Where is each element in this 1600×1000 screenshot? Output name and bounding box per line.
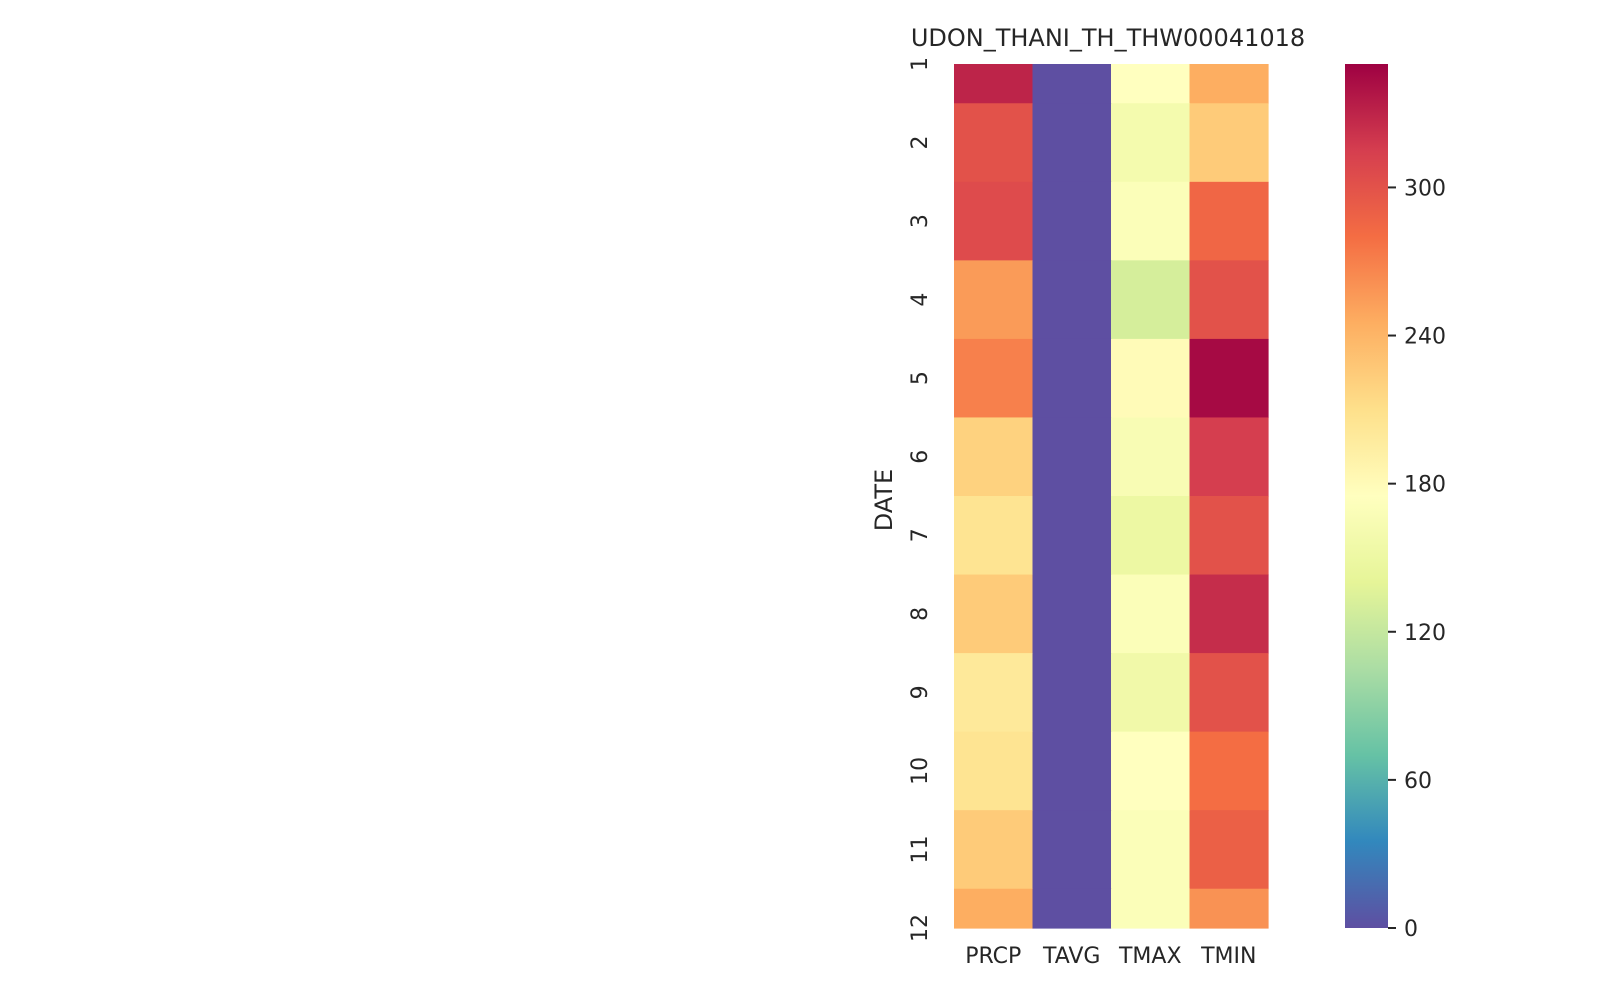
heatmap-cells <box>954 64 1269 929</box>
heatmap-cell <box>954 574 1034 654</box>
heatmap-cell <box>954 417 1034 497</box>
heatmap-cell <box>1032 103 1112 183</box>
heatmap-cell <box>1111 496 1191 576</box>
heatmap-cell <box>1189 181 1269 261</box>
row-tick-label: 4 <box>908 293 933 307</box>
row-tick-label: 11 <box>908 835 933 863</box>
column-tick-labels: PRCP TAVG TMAX TMIN <box>965 944 1256 969</box>
heatmap-cell <box>1189 417 1269 497</box>
heatmap-cell <box>1111 653 1191 733</box>
heatmap-cell <box>1032 496 1112 576</box>
column-tick-label: TMIN <box>1200 944 1256 969</box>
heatmap-cell <box>1111 338 1191 419</box>
heatmap-cell <box>1032 417 1112 497</box>
heatmap-cell <box>1032 574 1112 654</box>
row-tick-label: 5 <box>908 371 933 385</box>
heatmap-cell <box>1189 653 1269 733</box>
heatmap-cell <box>1189 103 1269 183</box>
heatmap-cell <box>1111 731 1191 811</box>
heatmap-cell <box>1111 574 1191 654</box>
row-tick-label: 3 <box>908 214 933 228</box>
row-tick-label: 6 <box>908 450 933 464</box>
heatmap-cell <box>1111 260 1191 340</box>
colorbar-ticks: 0 60 120 180 240 300 <box>1388 176 1446 942</box>
heatmap-cell <box>954 810 1034 890</box>
heatmap-cell <box>954 64 1034 104</box>
chart-title: UDON_THANI_TH_THW00041018 <box>911 24 1305 52</box>
heatmap-cell <box>954 181 1034 261</box>
heatmap-cell <box>1032 181 1112 261</box>
heatmap-cell <box>1111 181 1191 261</box>
heatmap-cell <box>1111 888 1191 929</box>
heatmap-cell <box>1111 810 1191 890</box>
heatmap-cell <box>1032 260 1112 340</box>
heatmap-cell <box>1032 888 1112 929</box>
heatmap-cell <box>954 653 1034 733</box>
heatmap-cell <box>954 731 1034 811</box>
heatmap-cell <box>1189 574 1269 654</box>
colorbar <box>1345 64 1388 928</box>
heatmap-cell <box>1032 64 1112 104</box>
heatmap-cell <box>1111 417 1191 497</box>
heatmap-cell <box>1189 496 1269 576</box>
colorbar-tick-label: 180 <box>1404 473 1446 498</box>
heatmap-cell <box>1032 810 1112 890</box>
row-tick-label: 8 <box>908 607 933 621</box>
colorbar-tick-label: 60 <box>1404 769 1432 794</box>
heatmap-cell <box>1189 64 1269 104</box>
column-tick-label: PRCP <box>965 944 1021 969</box>
column-tick-label: TMAX <box>1118 944 1182 969</box>
colorbar-tick-label: 0 <box>1404 917 1418 942</box>
row-tick-label: 9 <box>908 685 933 699</box>
heatmap-cell <box>954 103 1034 183</box>
heatmap-cell <box>1189 338 1269 419</box>
row-tick-label: 10 <box>908 757 933 785</box>
heatmap-cell <box>1189 260 1269 340</box>
colorbar-tick-label: 240 <box>1404 325 1446 350</box>
row-tick-label: 7 <box>908 528 933 542</box>
row-tick-label: 12 <box>908 914 933 942</box>
heatmap-cell <box>1111 103 1191 183</box>
heatmap-cell <box>1189 731 1269 811</box>
heatmap-cell <box>1189 810 1269 890</box>
colorbar-tick-label: 300 <box>1404 176 1446 201</box>
heatmap-cell <box>1111 64 1191 104</box>
heatmap-cell <box>954 338 1034 419</box>
heatmap-cell <box>954 260 1034 340</box>
heatmap-cell <box>954 496 1034 576</box>
heatmap-cell <box>1189 888 1269 929</box>
row-tick-label: 1 <box>908 57 933 71</box>
colorbar-tick-label: 120 <box>1404 621 1446 646</box>
heatmap-cell <box>954 888 1034 929</box>
column-tick-label: TAVG <box>1042 944 1100 969</box>
heatmap-cell <box>1032 731 1112 811</box>
row-tick-label: 2 <box>908 136 933 150</box>
heatmap-cell <box>1032 653 1112 733</box>
heatmap-cell <box>1032 338 1112 419</box>
y-axis-title: DATE <box>870 469 898 531</box>
